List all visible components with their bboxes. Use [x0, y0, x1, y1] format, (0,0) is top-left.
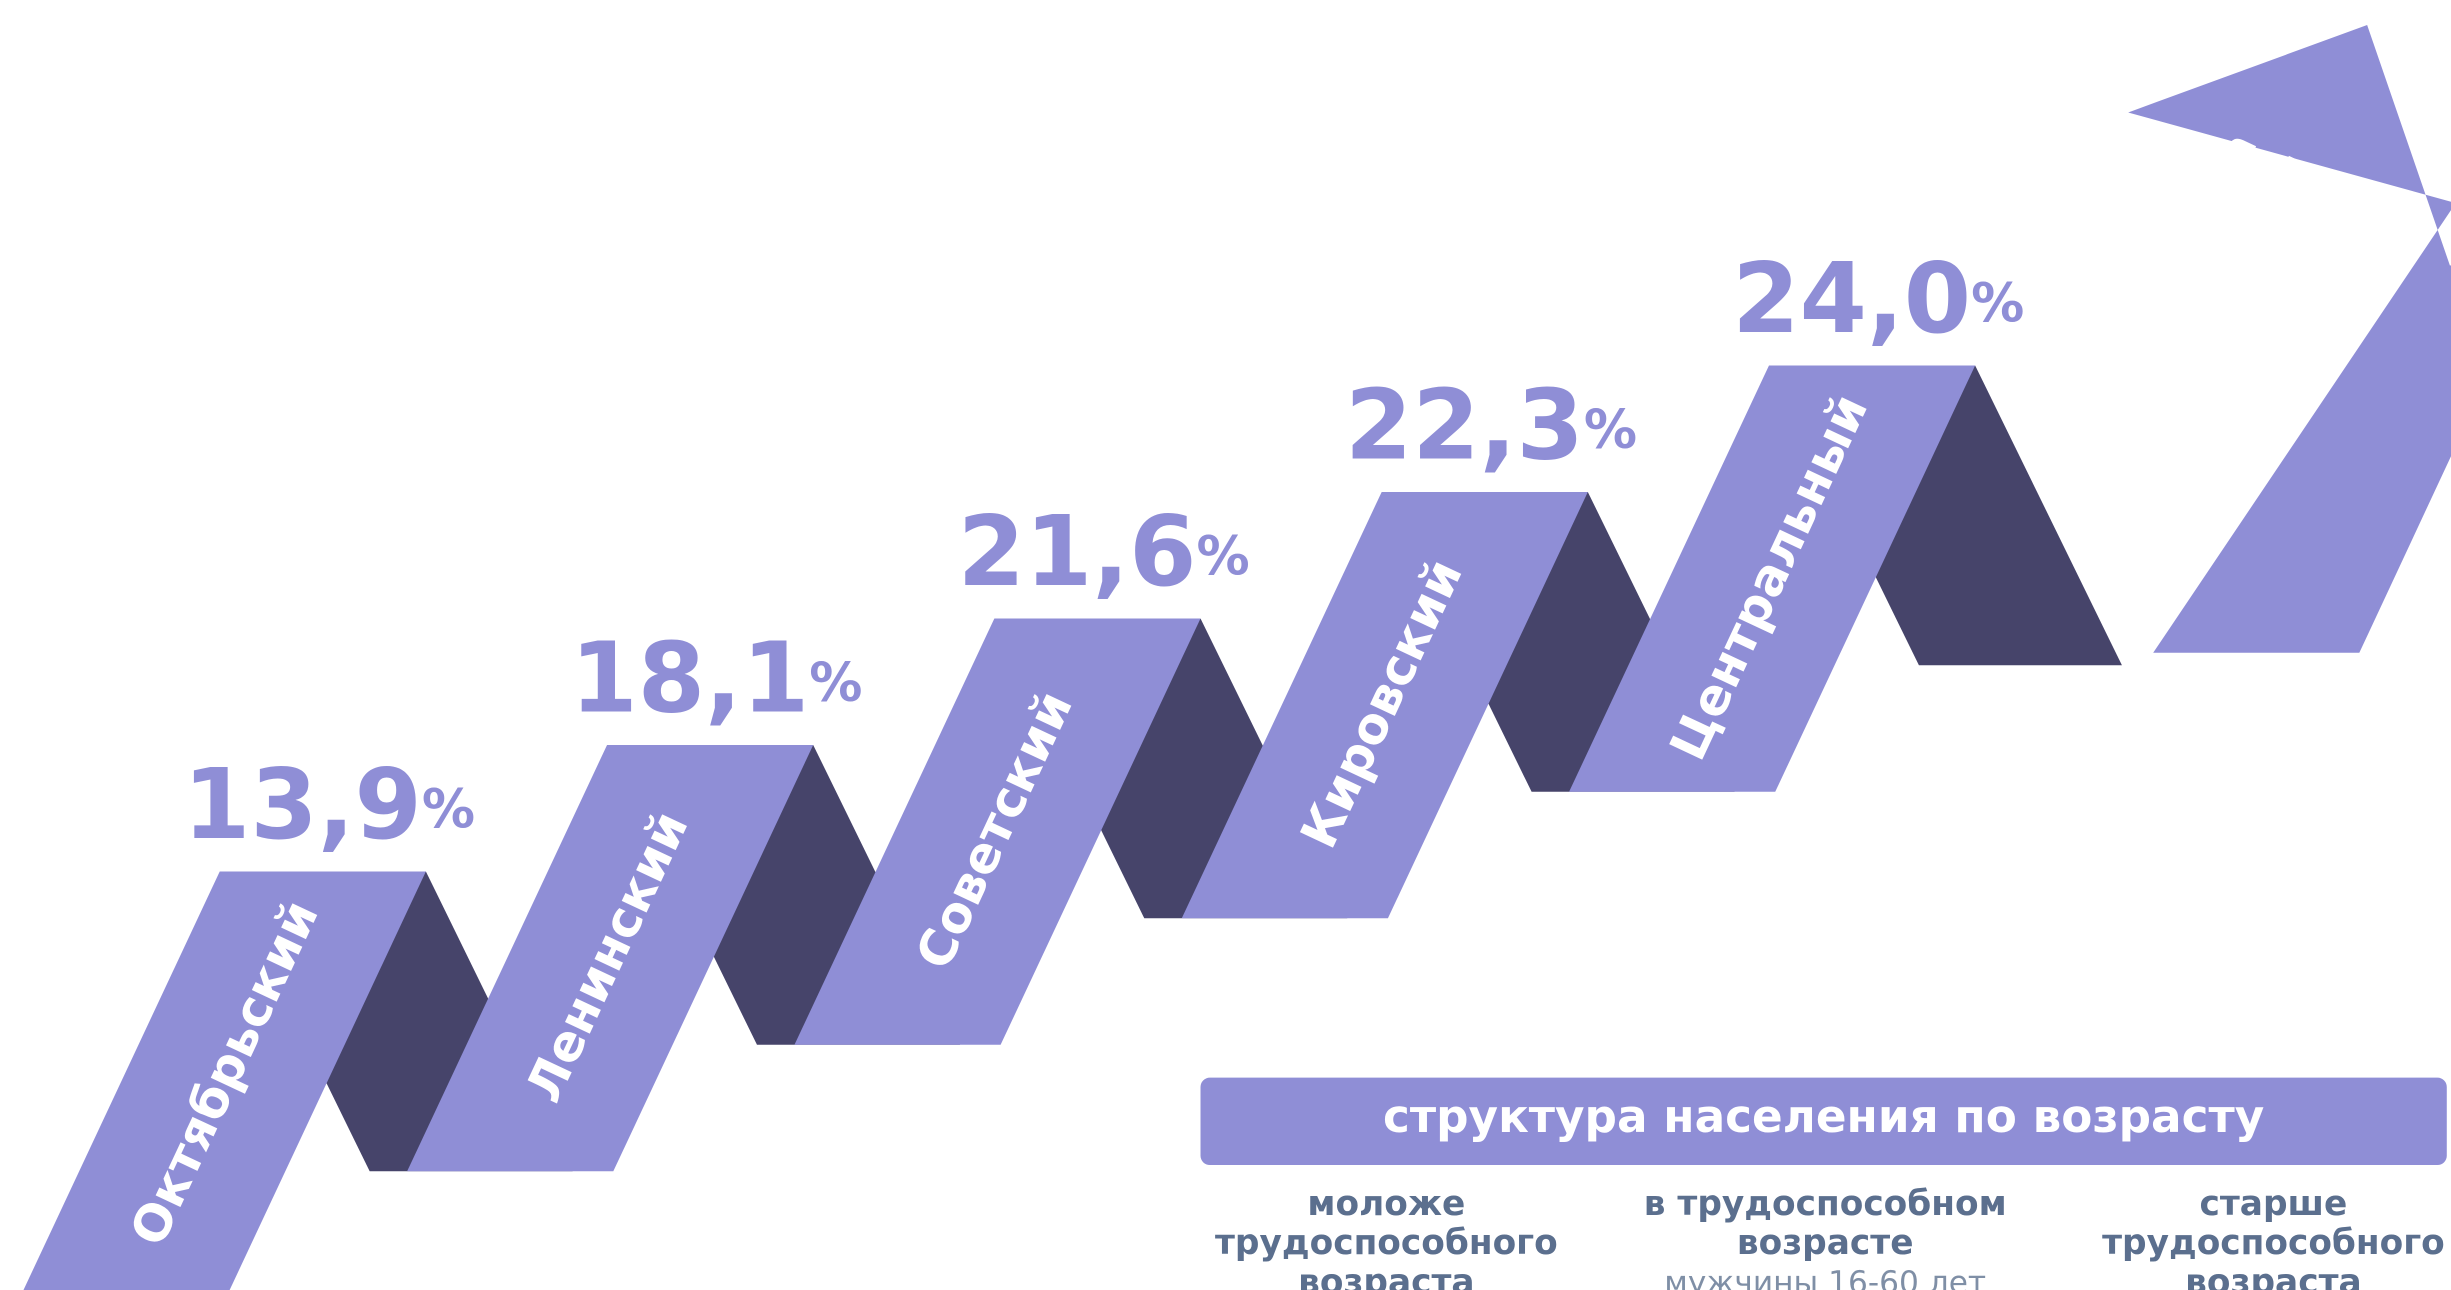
value-number: 22,3 [1345, 369, 1584, 482]
value-label: 18,1% [570, 622, 862, 735]
ribbon-segment [794, 618, 1201, 1045]
value-number: 13,9 [183, 748, 422, 861]
segments [23, 24, 2451, 1290]
age-group-label: трудоспособного [1215, 1223, 1558, 1263]
value-label: 24,0% [1732, 242, 2024, 355]
age-group-label: в трудоспособном [1644, 1184, 2007, 1224]
value-number: 24,0 [1732, 242, 1971, 355]
ribbon-segment [407, 744, 814, 1172]
age-header-box [1200, 1077, 2447, 1166]
value-unit: % [1197, 525, 1250, 587]
ribbon-segment [1181, 491, 1588, 919]
value-unit: % [1584, 398, 1637, 460]
age-header: структура населения по возрасту [1383, 1090, 2264, 1143]
value-label: 13,9% [183, 748, 475, 861]
value-label: 22,3% [1345, 369, 1637, 482]
ribbon-segment [1569, 365, 1976, 792]
value-unit: % [422, 778, 475, 840]
age-group-label: старше [2200, 1184, 2348, 1224]
value-unit: % [809, 651, 862, 713]
age-group-label: возраста [2185, 1262, 2361, 1290]
age-group-label: моложе [1307, 1184, 1465, 1224]
ribbon-segment [23, 871, 426, 1290]
age-group-label: возраста [1298, 1262, 1474, 1290]
arrow [2128, 24, 2451, 653]
age-group-note: мужчины 16-60 лет [1664, 1265, 1986, 1290]
age-group-label: трудоспособного [2102, 1223, 2445, 1263]
value-unit: % [1971, 272, 2024, 334]
value-number: 21,6 [958, 495, 1197, 608]
age-group-label: возрасте [1737, 1223, 1914, 1263]
value-number: 18,1 [570, 622, 809, 735]
value-label: 21,6% [958, 495, 1250, 608]
